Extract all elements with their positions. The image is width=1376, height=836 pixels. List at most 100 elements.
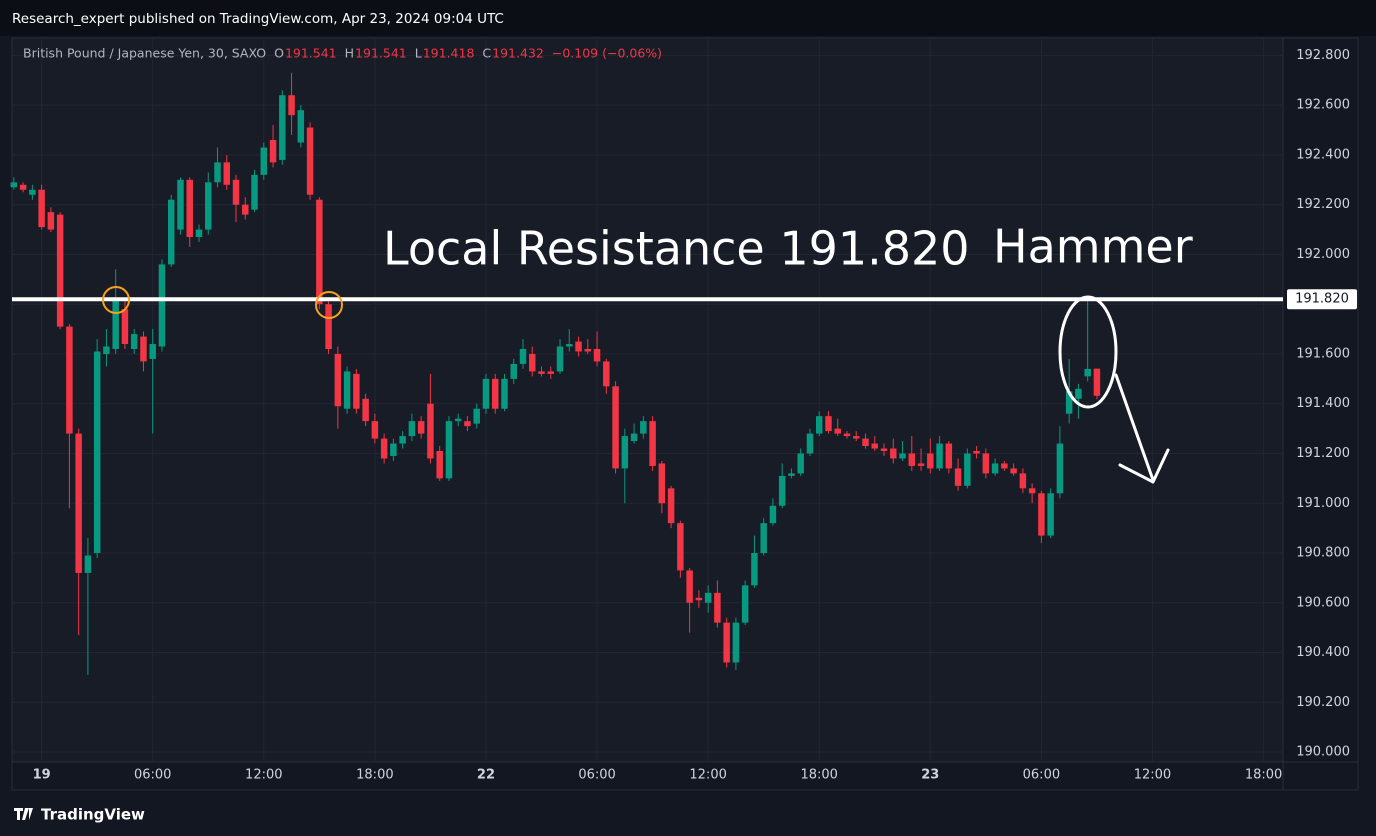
candle-body (149, 344, 156, 359)
candle-body (29, 189, 36, 195)
candle-body (186, 179, 193, 238)
candle-body (1038, 493, 1045, 536)
candle-body (640, 421, 647, 434)
candle-body (362, 398, 369, 422)
candle-body (529, 353, 536, 372)
annotation: Hammer (993, 220, 1193, 274)
candle-body (75, 433, 82, 573)
candle-body (316, 199, 323, 305)
candle-body (612, 386, 619, 469)
level-label-box (1287, 289, 1357, 310)
candle-body (1093, 368, 1101, 396)
x-tick-label: 18:00 (1245, 768, 1282, 783)
ohlc-value: 191.541 (355, 46, 407, 61)
overlay: 191.820 (12, 289, 1357, 310)
candle-body (399, 436, 406, 444)
candle-body (158, 264, 166, 347)
candle-body (584, 348, 592, 352)
candle-body (686, 570, 693, 603)
candle-body (167, 199, 175, 265)
candle-body (140, 336, 147, 362)
candle-body (899, 453, 906, 459)
candle-body (47, 212, 55, 230)
plot-area (12, 38, 1283, 762)
candle-body (510, 363, 517, 379)
candle-body (788, 473, 795, 476)
hammer-highlight (1058, 295, 1118, 409)
candle-body (334, 353, 342, 407)
y-tick-label: 191.600 (1296, 346, 1350, 361)
candle-body (982, 453, 990, 474)
candle-body (566, 344, 573, 347)
ohlc-value: 191.541 (285, 46, 337, 61)
x-tick-label: 06:00 (1023, 768, 1060, 783)
candle-body (1084, 368, 1091, 377)
candle-body (417, 421, 425, 434)
candle-body (380, 438, 388, 459)
candle-body (621, 436, 629, 469)
candle-body (436, 451, 443, 479)
y-tick-label: 192.200 (1296, 197, 1350, 212)
candle-body (371, 421, 379, 439)
grid: 190.000 190.200 190.400 190.600 190.800 191.0… (12, 38, 1350, 783)
candle-body (917, 463, 925, 466)
candle-body (103, 346, 110, 354)
candle-body (593, 348, 601, 362)
publisher-line: Research_expert published on TradingView… (12, 11, 504, 27)
x-tick-label: 23 (921, 768, 939, 783)
candle-body (38, 189, 45, 228)
candle-body (732, 622, 740, 663)
candle-body (297, 110, 305, 143)
candle-body (927, 453, 934, 469)
candle-body (454, 418, 462, 422)
candle-body (806, 433, 814, 454)
candle-body (1001, 463, 1008, 469)
touch-marker (102, 286, 130, 314)
candle-body (630, 433, 638, 442)
candle-body (306, 127, 314, 195)
candle-body (890, 448, 897, 459)
candle-body (1075, 388, 1082, 399)
symbol: British Pound / Japanese Yen, 30, SAXO (23, 46, 266, 61)
candle-body (427, 403, 434, 459)
candle-body (704, 592, 712, 603)
candle-body (519, 348, 527, 364)
y-tick-label: 190.200 (1296, 695, 1350, 710)
candle-body (714, 592, 721, 623)
candle-body (853, 436, 860, 439)
y-tick-label: 190.600 (1296, 595, 1350, 610)
candle-body (491, 378, 499, 409)
candle-body (667, 488, 675, 524)
ohlc-value: 191.432 (492, 46, 544, 61)
candle-body (954, 468, 962, 486)
candle-body (825, 416, 832, 432)
y-tick-label: 191.400 (1296, 396, 1350, 411)
candle-body (279, 95, 286, 160)
candle-body (121, 309, 129, 345)
candle-body (723, 622, 730, 663)
candle-body (195, 229, 203, 238)
candle-body (1047, 493, 1054, 536)
candle-body (760, 523, 767, 554)
candle-body (658, 463, 666, 504)
candle-body (695, 597, 703, 601)
brand-logo (14, 808, 33, 820)
candle-body (260, 147, 268, 175)
candle-body (538, 371, 545, 374)
candle-body (880, 448, 888, 452)
candle-body (56, 214, 64, 327)
candle-body (353, 373, 360, 409)
candle-body (769, 505, 777, 524)
ohlc-label: C (482, 46, 491, 61)
candle-body (501, 378, 508, 409)
candle-body (815, 416, 823, 434)
candle-body (973, 451, 980, 454)
y-tick-label: 192.600 (1296, 98, 1350, 113)
x-tick-label: 18:00 (800, 768, 837, 783)
down-arrow (1114, 373, 1170, 484)
candle-body (871, 443, 879, 449)
x-tick-label: 12:00 (245, 768, 282, 783)
x-tick-label: 19 (33, 768, 51, 783)
candle-body (343, 371, 351, 409)
